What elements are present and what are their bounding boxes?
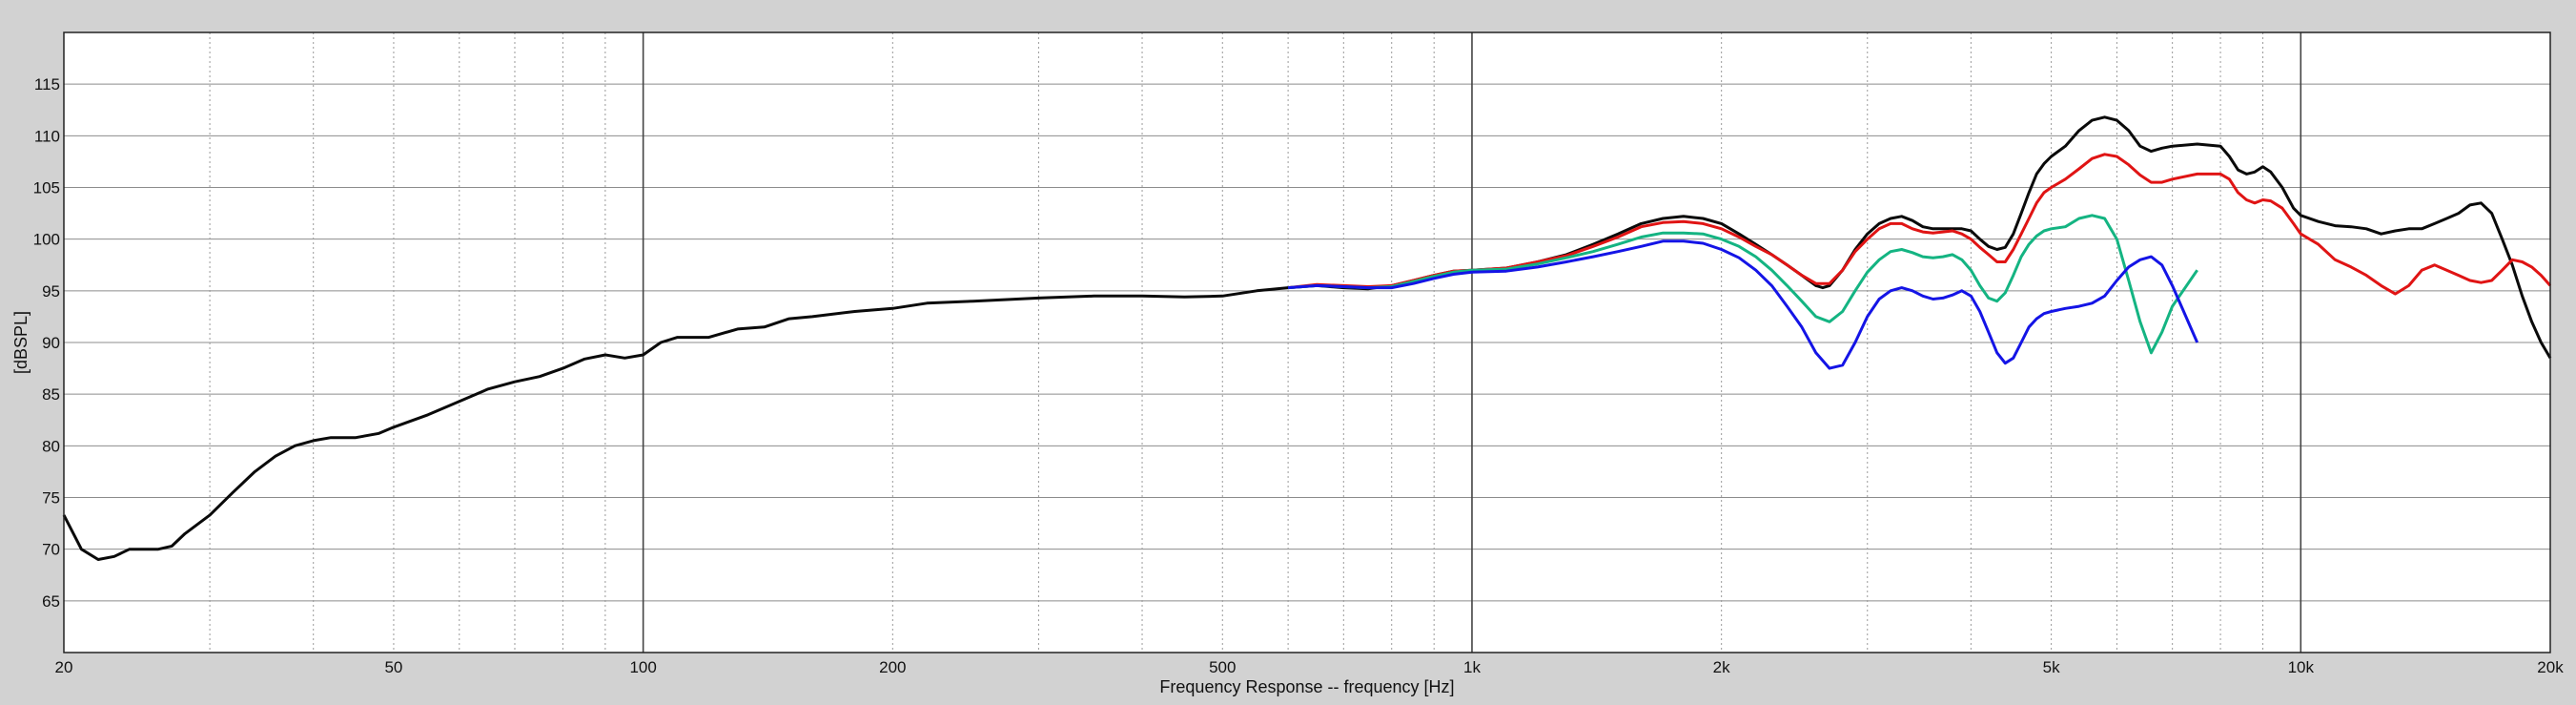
y-tick-label: 95 bbox=[42, 282, 60, 301]
x-tick-labels: 20 50 100 200 500 1k 2k 5k 10k 20k bbox=[55, 658, 2565, 676]
x-tick-label: 200 bbox=[879, 658, 906, 676]
y-tick-label: 75 bbox=[42, 489, 60, 508]
x-tick-label: 5k bbox=[2043, 658, 2060, 676]
y-tick-label: 90 bbox=[42, 334, 60, 352]
series-line-3 bbox=[1287, 214, 2198, 355]
y-tick-labels: 65 70 75 80 85 90 95 100 105 110 115 bbox=[33, 75, 60, 611]
series-group bbox=[62, 115, 2552, 561]
x-tick-label: 50 bbox=[384, 658, 402, 676]
grid bbox=[63, 32, 2551, 653]
y-tick-label: 65 bbox=[42, 592, 60, 611]
x-tick-label: 10k bbox=[2288, 658, 2315, 676]
x-tick-label: 100 bbox=[629, 658, 656, 676]
y-tick-label: 115 bbox=[34, 75, 60, 93]
x-tick-label: 1k bbox=[1463, 658, 1481, 676]
x-tick-label: 20k bbox=[2537, 658, 2564, 676]
y-tick-label: 105 bbox=[33, 179, 60, 197]
x-axis-label: Frequency Response -- frequency [Hz] bbox=[1159, 677, 1454, 696]
x-tick-label: 20 bbox=[55, 658, 73, 676]
series-line-4 bbox=[1287, 239, 2199, 370]
y-axis-label: [dBSPL] bbox=[11, 311, 31, 374]
y-tick-label: 100 bbox=[33, 231, 60, 249]
y-tick-label: 80 bbox=[42, 437, 60, 455]
x-tick-label: 2k bbox=[1713, 658, 1730, 676]
y-tick-label: 110 bbox=[34, 127, 60, 145]
series-line-2 bbox=[1287, 153, 2552, 296]
plot-frame bbox=[63, 31, 2551, 653]
x-tick-label: 500 bbox=[1209, 658, 1236, 676]
y-tick-label: 70 bbox=[42, 541, 60, 559]
y-tick-label: 85 bbox=[42, 385, 60, 404]
